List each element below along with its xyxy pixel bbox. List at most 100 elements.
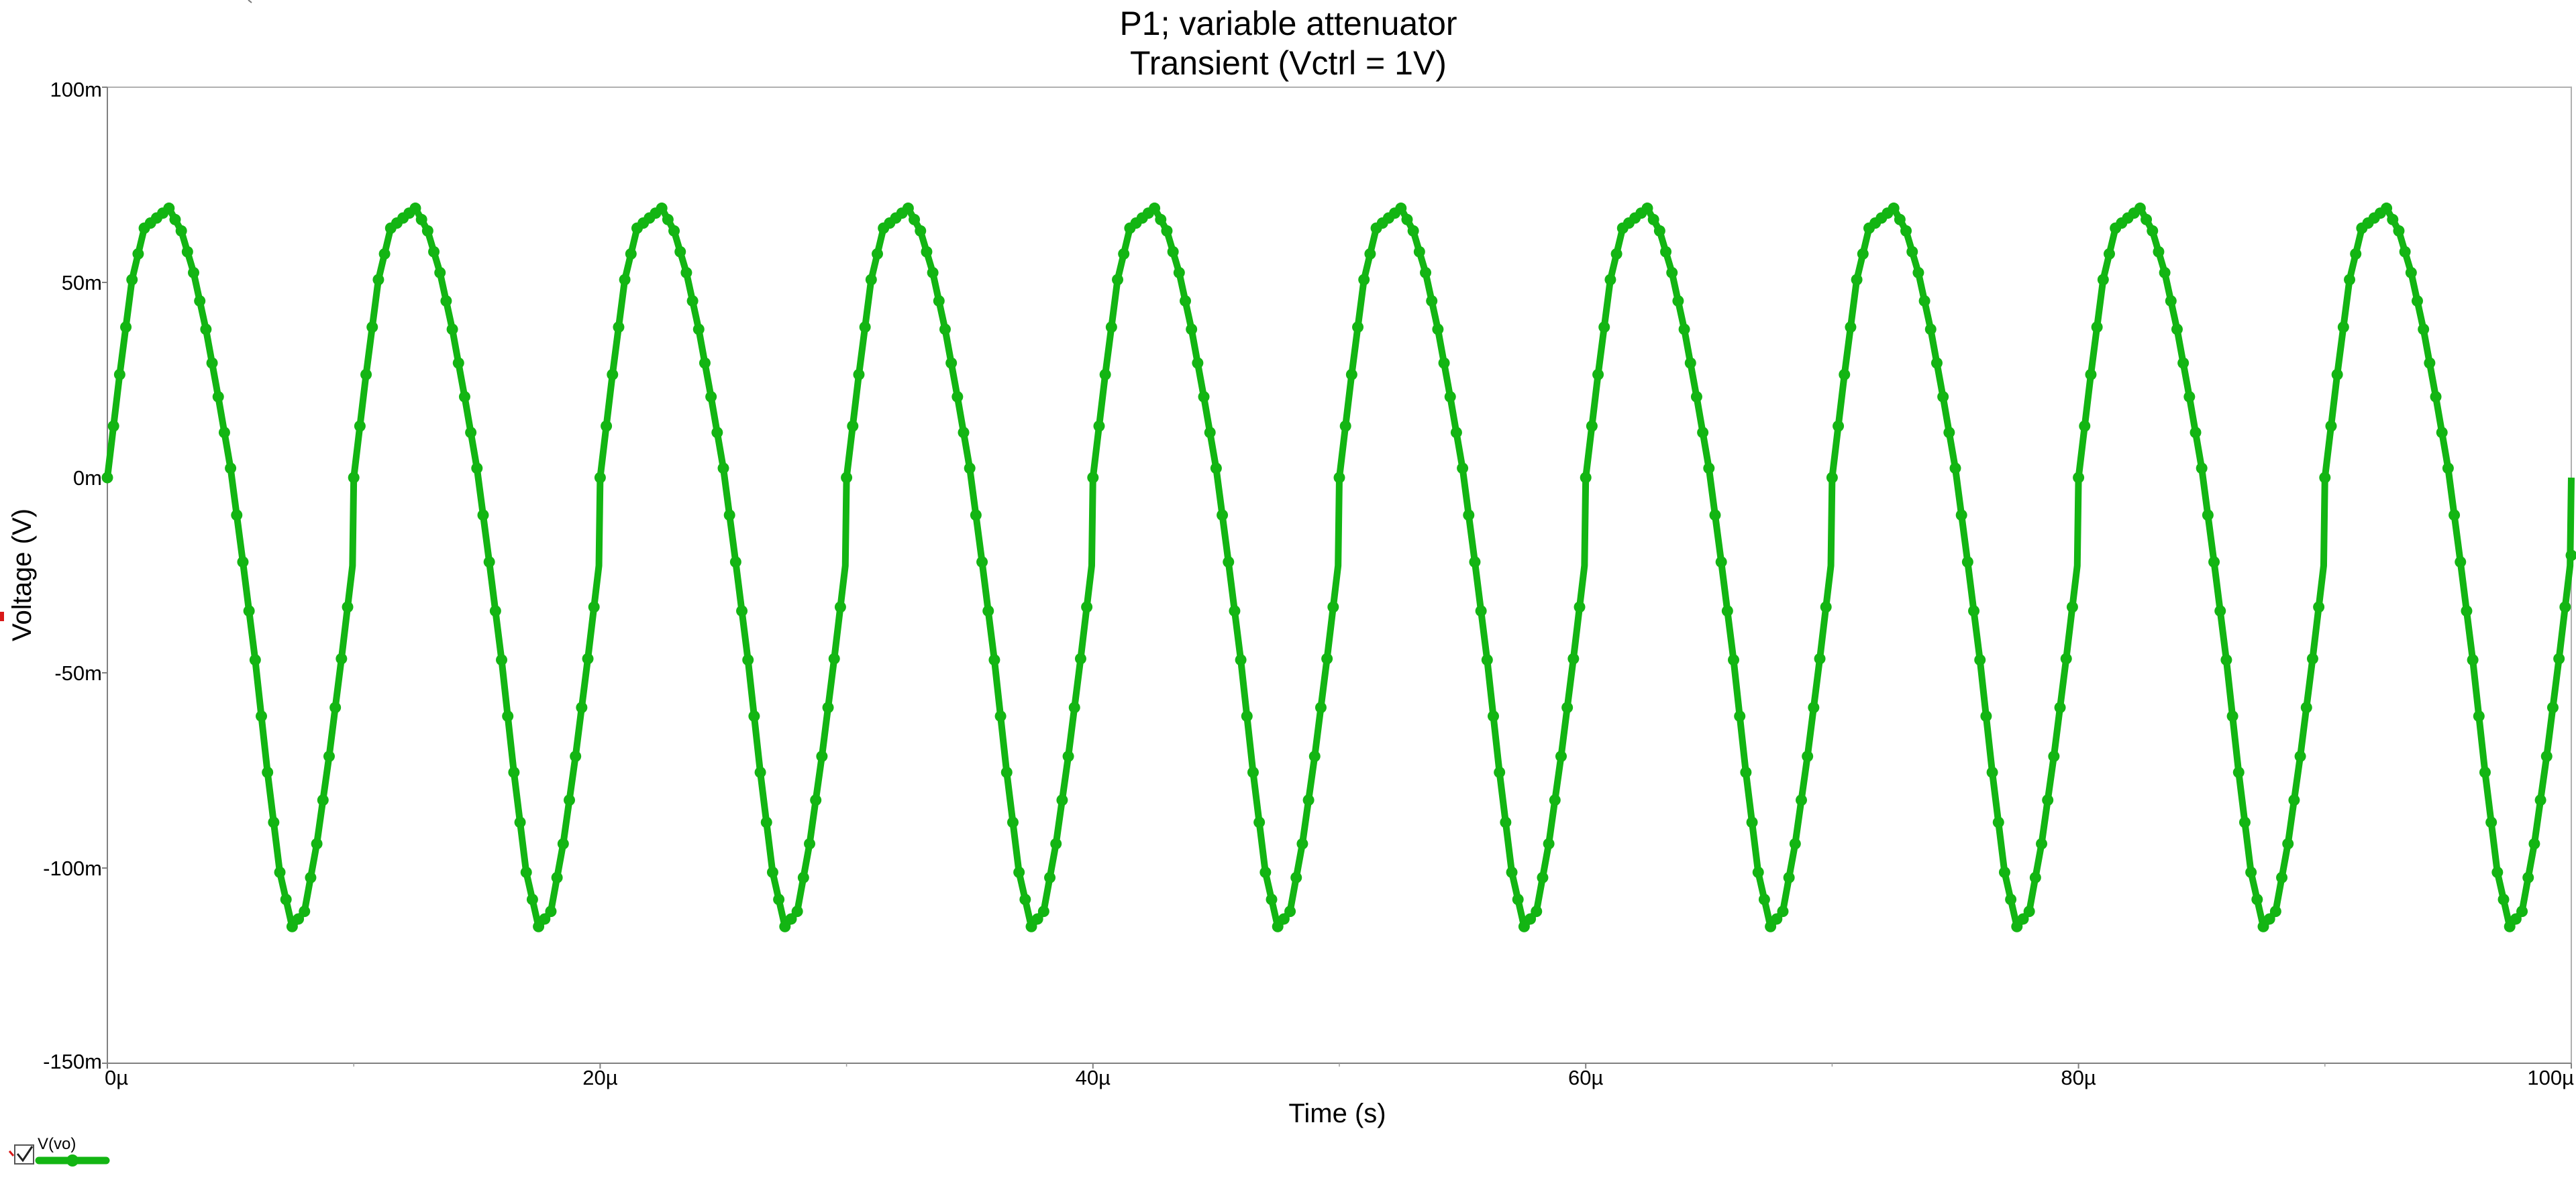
check-icon (16, 1146, 34, 1163)
data-point (810, 794, 822, 806)
data-point (939, 323, 951, 335)
data-point (970, 509, 982, 521)
data-point (982, 605, 994, 617)
data-point (976, 556, 988, 568)
data-point (822, 702, 834, 714)
data-point (1653, 225, 1665, 237)
data-point (1986, 766, 1998, 778)
data-point (1173, 266, 1185, 278)
data-point (348, 472, 360, 484)
data-point (2017, 913, 2029, 925)
data-point (101, 472, 113, 484)
data-point (409, 202, 421, 214)
data-point (2412, 295, 2423, 307)
data-point (754, 766, 766, 778)
data-point (1450, 427, 1462, 439)
data-point (1426, 295, 1438, 307)
data-point (452, 357, 464, 369)
data-point (1980, 710, 1992, 722)
data-point (1506, 866, 1518, 878)
data-point (723, 509, 735, 521)
data-point (2276, 871, 2288, 883)
data-point (1709, 509, 1721, 521)
data-point (2159, 266, 2171, 278)
data-point (1000, 766, 1013, 778)
data-point (2134, 202, 2146, 214)
data-point (1198, 391, 1210, 403)
data-point (1826, 472, 1838, 484)
data-point (1660, 246, 1672, 258)
data-point (1093, 420, 1105, 432)
data-point (2171, 323, 2183, 335)
data-point (2183, 391, 2196, 403)
data-point (2504, 920, 2516, 932)
data-point (1641, 202, 1653, 214)
data-point (1321, 653, 1333, 665)
data-point (859, 321, 871, 333)
data-point (2344, 274, 2356, 286)
data-point (1457, 462, 1469, 474)
data-point (921, 246, 933, 258)
data-point (668, 225, 680, 237)
data-point (2245, 866, 2257, 878)
legend-entry-label: V(vo) (38, 1135, 76, 1153)
data-point (1998, 866, 2010, 878)
data-point (206, 357, 218, 369)
data-point (200, 323, 212, 335)
x-tick-label: 40µ (1076, 1066, 1111, 1089)
data-point (1561, 702, 1574, 714)
data-point (212, 391, 224, 403)
data-point (1789, 838, 1801, 850)
data-point (2430, 391, 2442, 403)
data-point (1930, 357, 1943, 369)
data-point (779, 920, 791, 932)
data-point (2251, 894, 2263, 906)
y-axis-ticks: 100m 50m 0m -50m -100m -150m (43, 78, 107, 1073)
data-point (1580, 472, 1592, 484)
data-point (994, 710, 1007, 722)
data-point (748, 710, 760, 722)
legend: V(vo) (8, 1135, 110, 1167)
data-point (299, 906, 311, 918)
data-point (311, 838, 323, 850)
data-point (2455, 556, 2467, 568)
data-point (2331, 368, 2343, 380)
data-point (2196, 462, 2208, 474)
data-point (1266, 894, 1278, 906)
data-point (458, 391, 470, 403)
data-point (1715, 556, 1727, 568)
data-point (1180, 295, 1191, 307)
data-point (1333, 472, 1345, 484)
data-point (1044, 871, 1056, 883)
data-point (2147, 225, 2159, 237)
data-point (1758, 894, 1770, 906)
data-point (1610, 248, 1622, 260)
data-point (360, 368, 372, 380)
data-point (2516, 906, 2528, 918)
data-point (2350, 248, 2362, 260)
data-point (1604, 274, 1616, 286)
data-point (1401, 213, 1413, 225)
data-point (742, 654, 754, 666)
data-point (1918, 295, 1930, 307)
data-point (415, 213, 427, 225)
data-point (323, 751, 335, 763)
data-point (1327, 601, 1339, 613)
data-point (945, 357, 958, 369)
data-point (2189, 427, 2202, 439)
data-point (902, 202, 914, 214)
data-point (225, 462, 237, 474)
data-point (1037, 906, 1049, 918)
data-point (218, 427, 230, 439)
data-point (1062, 751, 1074, 763)
data-point (692, 323, 705, 335)
data-point (1567, 653, 1580, 665)
data-point (1814, 653, 1826, 665)
data-point (1543, 838, 1555, 850)
data-point (1777, 906, 1789, 918)
data-point (2048, 751, 2060, 763)
data-point (2436, 427, 2448, 439)
data-point (1253, 816, 1266, 828)
data-point (502, 710, 514, 722)
data-point (1703, 462, 1715, 474)
